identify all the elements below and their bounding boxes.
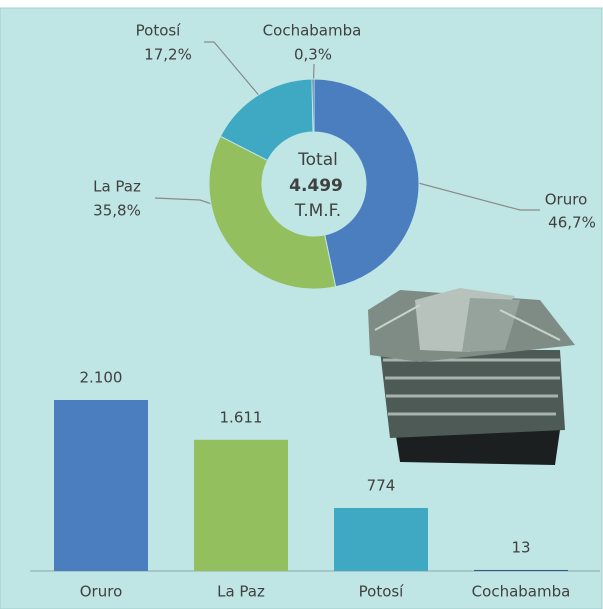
bar-value-label: 13 xyxy=(511,538,530,556)
slice-name: Cochabamba xyxy=(263,22,362,40)
bar xyxy=(54,400,148,571)
bar xyxy=(194,439,288,571)
x-tick-label: Oruro xyxy=(80,583,123,601)
total-label: 4.499 xyxy=(289,176,343,196)
leader-line xyxy=(204,41,279,119)
slice-label: 17,2% xyxy=(144,46,192,64)
center-label: Total xyxy=(297,150,338,170)
x-tick-label: Potosí xyxy=(359,583,405,601)
slice-label: 35,8% xyxy=(93,202,141,220)
silver-bars-image xyxy=(368,288,575,465)
bar-value-label: 774 xyxy=(367,476,396,494)
slice-label: 0,3% xyxy=(294,46,332,64)
slice-name: Potosí xyxy=(136,22,182,40)
slice-label: 46,7% xyxy=(548,214,596,232)
bar-value-label: 2.100 xyxy=(80,369,123,387)
unit-label: T.M.F. xyxy=(294,201,341,221)
bar xyxy=(474,569,568,571)
bar xyxy=(334,507,428,571)
leader-line xyxy=(391,175,540,211)
donut-slice xyxy=(208,135,337,290)
bar-value-label: 1.611 xyxy=(220,408,263,426)
slice-name: La Paz xyxy=(93,178,141,196)
donut-slice xyxy=(311,78,315,133)
x-tick-label: Cochabamba xyxy=(472,583,571,601)
donut-slice xyxy=(313,78,420,288)
slice-name: Oruro xyxy=(545,191,588,209)
x-tick-label: La Paz xyxy=(217,583,265,601)
